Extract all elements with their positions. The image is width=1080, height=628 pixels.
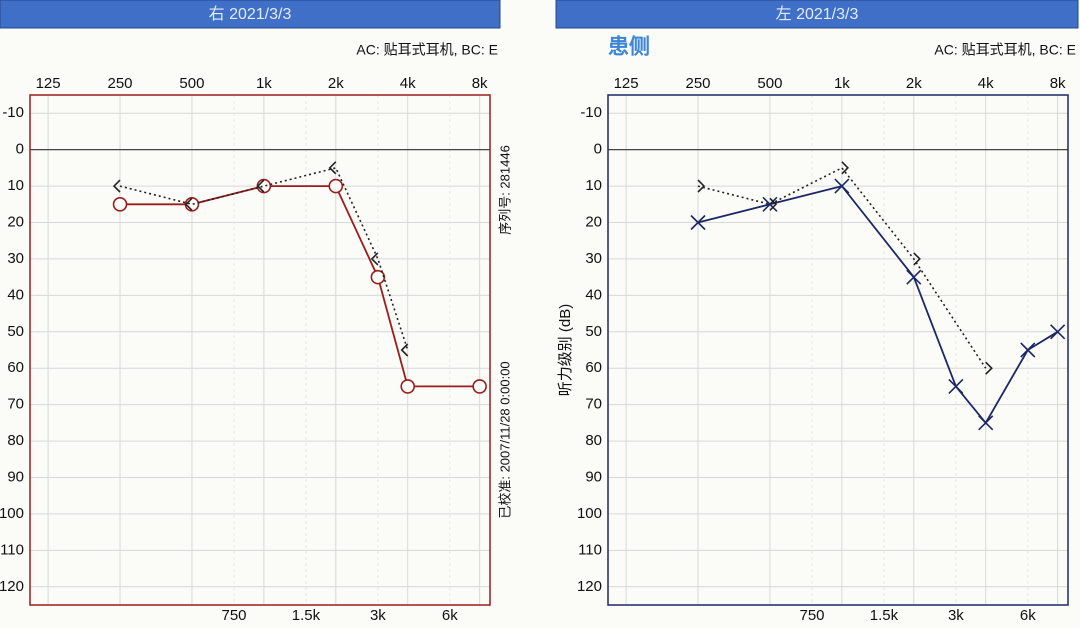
- audiogram: 右 2021/3/3 AC: 贴耳式耳机, BC: E 序列号: 281446 已校准…: [0, 0, 512, 624]
- y-tick-label: 10: [7, 177, 24, 194]
- x-tick-label: 1k: [834, 75, 850, 92]
- marker: [328, 161, 337, 175]
- x-tick-label: 1k: [256, 75, 272, 92]
- y-tick-label: 80: [585, 432, 602, 449]
- x-tick-label: 125: [36, 75, 61, 92]
- x-tick-label: 4k: [978, 75, 994, 92]
- y-tick-label: 100: [0, 505, 24, 522]
- y-tick-label: 70: [585, 396, 602, 413]
- marker: [370, 252, 379, 266]
- y-tick-label: 100: [577, 505, 602, 522]
- marker: [400, 379, 416, 394]
- plot-frame: [607, 94, 1069, 606]
- x-tick-label: 500: [179, 75, 204, 92]
- marker: [328, 178, 344, 194]
- marker: [697, 179, 706, 193]
- series-line: [120, 185, 480, 388]
- marker: [690, 214, 706, 231]
- header-text: 左 2021/3/3: [776, 5, 859, 23]
- marker: [112, 179, 121, 193]
- y-tick-label: 110: [578, 541, 602, 558]
- marker: [913, 252, 921, 266]
- y-tick-label: 10: [585, 177, 602, 194]
- y-tick-label: 120: [0, 578, 24, 595]
- marker: [256, 178, 272, 194]
- y-tick-label: 70: [7, 396, 24, 413]
- subtitle: 患侧: [608, 35, 650, 59]
- x-tick-label: 8k: [472, 75, 488, 92]
- marker: [370, 269, 386, 285]
- y-tick-label: 50: [585, 323, 602, 340]
- y-tick-label: 90: [7, 468, 24, 485]
- x-minor-tick-label: 6k: [1020, 607, 1036, 624]
- y-tick-label: 0: [594, 141, 602, 158]
- x-tick-label: 8k: [1050, 75, 1066, 92]
- x-tick-label: 500: [757, 75, 782, 92]
- note: AC: 贴耳式耳机, BC: E: [934, 42, 1076, 58]
- y-tick-label: 40: [585, 286, 602, 303]
- note: AC: 贴耳式耳机, BC: E: [356, 42, 498, 58]
- y-tick-label: 60: [585, 359, 602, 376]
- header-bar: [0, 0, 501, 29]
- x-tick-label: 250: [108, 75, 133, 92]
- marker: [184, 196, 200, 212]
- header-bar: [555, 0, 1079, 29]
- marker: [1050, 324, 1066, 340]
- y-tick-label: 120: [577, 578, 602, 595]
- marker: [906, 269, 922, 285]
- marker: [184, 197, 193, 211]
- y-tick-label: 60: [7, 359, 24, 376]
- y-tick-label: 20: [585, 213, 602, 230]
- side-label: 序列号: 281446: [497, 145, 512, 235]
- series-line: [119, 166, 409, 351]
- marker: [769, 197, 778, 211]
- x-tick-label: 250: [686, 75, 711, 92]
- x-tick-label: 2k: [906, 75, 922, 92]
- marker: [256, 179, 265, 193]
- y-axis-label: 听力级别 (dB): [557, 304, 574, 397]
- x-minor-tick-label: 750: [799, 607, 824, 624]
- series-line: [697, 185, 1059, 425]
- x-tick-label: 4k: [400, 75, 416, 92]
- x-tick-label: 125: [614, 75, 639, 92]
- y-tick-label: -10: [580, 104, 602, 121]
- x-minor-tick-label: 6k: [442, 607, 458, 624]
- marker: [841, 161, 849, 175]
- marker: [978, 415, 994, 431]
- y-tick-label: 0: [16, 141, 24, 158]
- marker: [400, 343, 409, 357]
- side-label: 已校准: 2007/11/28 0:00:00: [497, 361, 512, 518]
- y-tick-label: 40: [7, 286, 24, 303]
- x-minor-tick-label: 3k: [370, 607, 386, 624]
- y-tick-label: -10: [2, 104, 24, 121]
- y-tick-label: 30: [7, 250, 24, 267]
- y-tick-label: 30: [585, 250, 602, 267]
- marker: [985, 361, 993, 375]
- x-tick-label: 2k: [328, 75, 344, 92]
- plot-frame: [29, 94, 491, 606]
- y-tick-label: 50: [7, 323, 24, 340]
- marker: [1020, 342, 1036, 358]
- x-minor-tick-label: 1.5k: [292, 607, 321, 624]
- header-text: 右 2021/3/3: [209, 5, 292, 23]
- y-tick-label: 110: [0, 541, 24, 558]
- y-tick-label: 20: [7, 213, 24, 230]
- y-tick-label: 90: [585, 468, 602, 485]
- marker: [472, 379, 487, 394]
- x-minor-tick-label: 750: [221, 607, 246, 624]
- marker: [112, 196, 128, 212]
- marker: [948, 378, 964, 394]
- x-minor-tick-label: 1.5k: [870, 607, 899, 624]
- y-tick-label: 80: [7, 432, 24, 449]
- x-minor-tick-label: 3k: [948, 607, 964, 624]
- marker: [834, 178, 850, 194]
- marker: [762, 196, 778, 212]
